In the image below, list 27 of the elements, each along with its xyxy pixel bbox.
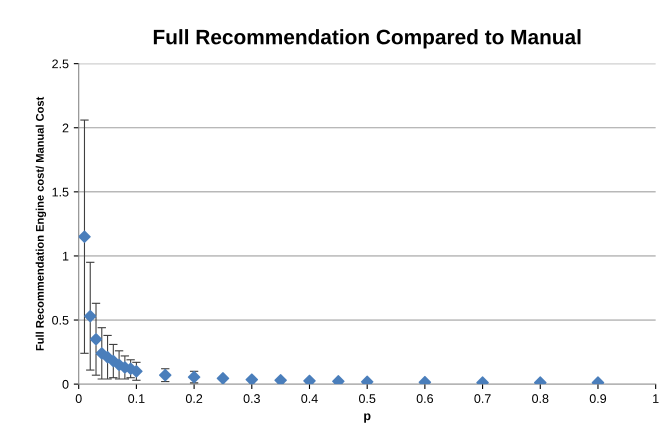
x-tick-label: 1 xyxy=(653,394,659,403)
point xyxy=(90,333,102,346)
x-tick-label: 0.9 xyxy=(590,394,606,404)
x-tick-label: 0.5 xyxy=(358,394,376,404)
x-tick-label: 0.8 xyxy=(532,394,548,404)
y-tick-label: 2 xyxy=(62,124,68,132)
point xyxy=(78,230,91,243)
x-axis-title: p xyxy=(364,413,370,423)
point xyxy=(246,373,258,384)
x-tick-label: 0.1 xyxy=(128,394,144,404)
point xyxy=(84,310,96,322)
point xyxy=(216,372,230,384)
y-tick-label: 0 xyxy=(62,380,68,389)
y-tick-label: 1 xyxy=(62,252,68,260)
x-tick-label: 0.7 xyxy=(474,394,491,404)
y-tick-label: 0.5 xyxy=(52,316,68,325)
x-tick-label: 0.6 xyxy=(416,394,434,404)
point xyxy=(274,374,287,384)
chart-title: Full Recommendation Compared to Manual xyxy=(154,29,580,49)
y-axis-title: Full Recommendation Engine cost/ Manual Cost xyxy=(36,96,46,350)
x-tick-label: 0.2 xyxy=(186,394,202,404)
x-tick-label: 0.3 xyxy=(244,394,260,404)
x-tick-label: 0 xyxy=(76,394,82,404)
point xyxy=(303,374,316,384)
x-tick-label: 0.4 xyxy=(301,394,318,404)
y-tick-label: 2.5 xyxy=(52,59,68,68)
y-tick-label: 1.5 xyxy=(52,188,68,196)
